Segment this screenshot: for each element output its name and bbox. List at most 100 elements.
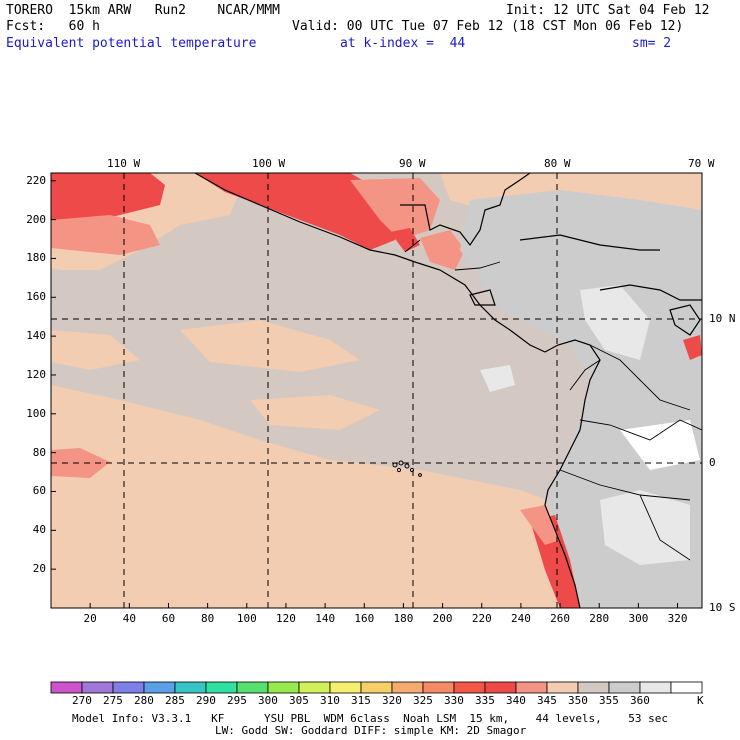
lat-label-10n: 10 N (709, 312, 736, 325)
x-tick-label: 240 (510, 612, 531, 625)
field-red-mexico (195, 173, 400, 250)
colorbar-cell (205, 681, 238, 694)
field-red-venezuela (683, 335, 702, 360)
colorbar-cell (484, 681, 517, 694)
colorbar-label: 355 (599, 694, 619, 707)
x-tick-label: 320 (667, 612, 688, 625)
field-salmon-honduras (420, 230, 465, 270)
x-tick-label: 220 (471, 612, 492, 625)
colorbar-label: 360 (630, 694, 650, 707)
field-red-nw (51, 173, 165, 232)
y-tick-label: 140 (26, 329, 47, 343)
y-tick-marks (51, 180, 56, 570)
x-tick-label: 40 (122, 612, 136, 625)
x-tick-label: 140 (315, 612, 336, 625)
colorbar-label: 280 (134, 694, 154, 707)
x-tick-label: 260 (550, 612, 571, 625)
level-index: at k-index = 44 (340, 36, 466, 51)
x-tick-label: 160 (354, 612, 375, 625)
field-salmon-nw (51, 215, 160, 255)
x-tick-marks (89, 603, 679, 608)
colorbar-label: 315 (351, 694, 371, 707)
model-info: Model Info: V3.3.1 KF YSU PBL WDM 6class… (72, 712, 669, 725)
colorbar-cell (608, 681, 641, 694)
colorbar-label: 295 (227, 694, 247, 707)
map-field (51, 173, 702, 608)
colorbar-cell (577, 681, 610, 694)
colorbar-cell (267, 681, 300, 694)
colorbar-cell (360, 681, 393, 694)
field-light-pacific (480, 365, 515, 392)
y-tick-label: 160 (26, 290, 47, 304)
y-tick-label: 80 (32, 445, 47, 459)
lon-label-110w: 110 W (107, 157, 141, 170)
coastlines (194, 173, 702, 608)
forecast-hour: Fcst: 60 h (6, 19, 100, 34)
smoothing: sm= 2 (632, 36, 672, 51)
colorbar-cell (112, 681, 145, 694)
colorbar-label: 275 (103, 694, 123, 707)
colorbar-cell (329, 681, 362, 694)
y-tick-label: 120 (26, 367, 47, 381)
colorbar-cell (546, 681, 579, 694)
colorbar-label: 340 (506, 694, 526, 707)
field-salmon-west (51, 448, 110, 478)
lon-label-100w: 100 W (252, 157, 286, 170)
lon-label-80w: 80 W (544, 157, 571, 170)
x-tick-label: 60 (161, 612, 176, 625)
colorbar-label: 270 (72, 694, 92, 707)
lon-label-70w: 70 W (688, 157, 715, 170)
x-tick-label: 200 (432, 612, 453, 625)
colorbar-cell (422, 681, 455, 694)
x-tick-label: 280 (589, 612, 610, 625)
colorbar-label: 350 (568, 694, 588, 707)
model-title: TORERO 15km ARW Run2 NCAR/MMM (6, 3, 280, 18)
init-time: Init: 12 UTC Sat 04 Feb 12 (506, 3, 710, 18)
colorbar-cell (50, 681, 83, 694)
x-tick-label: 120 (276, 612, 296, 625)
colorbar-cell (453, 681, 486, 694)
colorbar-label: 325 (413, 694, 433, 707)
field-peach-center (180, 320, 360, 372)
colorbar-cell (236, 681, 269, 694)
field-white-amazon (620, 420, 700, 470)
y-tick-label: 40 (32, 523, 47, 537)
lat-lon-grid (51, 173, 702, 608)
colorbar-cell (639, 681, 672, 694)
colorbar-label: 310 (320, 694, 340, 707)
field-salmon-peru-coast (520, 505, 560, 545)
colorbar-cell (174, 681, 207, 694)
field-salmon-mexico (350, 178, 440, 240)
y-tick-label: 60 (32, 484, 47, 498)
colorbar-label: 320 (382, 694, 402, 707)
country-borders (404, 239, 702, 561)
colorbar-cell (143, 681, 176, 694)
x-tick-label: 100 (236, 612, 257, 625)
colorbar-label: 285 (165, 694, 185, 707)
lat-label-10s: 10 S (709, 601, 736, 614)
field-peach-south (51, 385, 560, 608)
colorbar-label: 335 (475, 694, 495, 707)
y-tick-label: 20 (32, 562, 47, 576)
colorbar-unit: K (697, 694, 704, 707)
colorbar-cell (515, 681, 548, 694)
y-tick-label: 100 (26, 406, 47, 420)
field-peach-mid (250, 395, 380, 430)
colorbar-cell (670, 681, 703, 694)
x-tick-label: 20 (83, 612, 97, 625)
lon-label-90w: 90 W (399, 157, 426, 170)
valid-time: Valid: 00 UTC Tue 07 Feb 12 (18 CST Mon … (292, 19, 684, 34)
y-tick-label: 220 (26, 173, 47, 187)
x-tick-label: 180 (393, 612, 414, 625)
colorbar-cell (391, 681, 424, 694)
field-light-colombia (580, 285, 650, 360)
map-frame (50, 172, 703, 609)
y-tick-label: 200 (26, 212, 47, 226)
y-tick-label: 180 (26, 251, 47, 265)
colorbar-label: 305 (289, 694, 309, 707)
colorbar-label: 330 (444, 694, 464, 707)
colorbar-label: 290 (196, 694, 216, 707)
field-peach-west (51, 330, 140, 370)
